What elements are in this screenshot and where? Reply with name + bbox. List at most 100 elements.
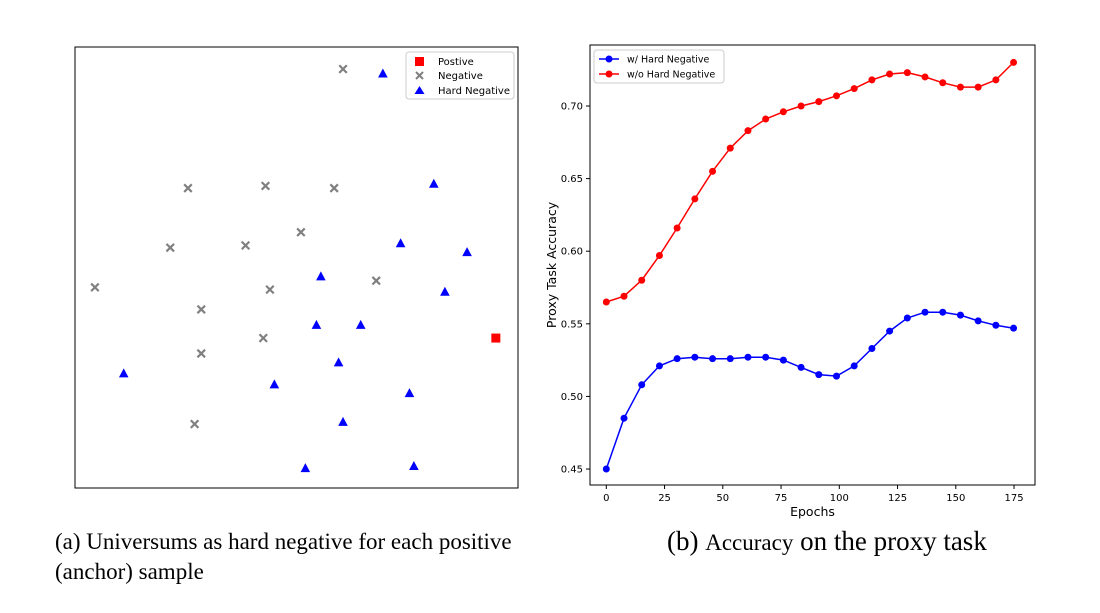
- series-point-1: [992, 76, 1000, 84]
- legend-marker-red: [605, 70, 613, 78]
- negative-marker: [296, 227, 306, 237]
- scatter-legend-label: Negative: [438, 71, 483, 82]
- negative-marker: [329, 183, 339, 193]
- series-point-1: [691, 195, 699, 203]
- series-point-1: [762, 115, 770, 123]
- y-tick-label: 0.70: [561, 101, 583, 112]
- hard-negative-marker: [300, 463, 311, 473]
- y-tick-label: 0.55: [561, 319, 583, 330]
- hard-negative-marker: [404, 388, 415, 398]
- negative-marker: [90, 282, 100, 292]
- series-point-0: [726, 355, 734, 363]
- x-tick-label: 175: [1004, 493, 1023, 504]
- hard-negative-marker: [429, 178, 439, 188]
- x-tick-label: 125: [888, 493, 907, 504]
- hard-negative-marker: [316, 271, 326, 281]
- scatter-legend: Postive Negative Hard Negative: [405, 51, 515, 100]
- series-point-0: [921, 308, 929, 316]
- series-point-1: [832, 92, 840, 100]
- scatter-legend-box: [405, 51, 515, 100]
- negative-marker: [190, 419, 200, 429]
- series-point-0: [779, 356, 787, 364]
- series-point-1: [815, 98, 823, 106]
- series-point-1: [709, 167, 717, 175]
- series-point-0: [638, 381, 646, 389]
- series-point-1: [726, 144, 734, 152]
- series-point-0: [850, 362, 858, 370]
- series-point-0: [673, 355, 681, 363]
- hard-negative-marker: [409, 460, 419, 470]
- series-point-1: [903, 69, 911, 77]
- series-point-1: [744, 127, 752, 135]
- series-point-1: [779, 108, 787, 116]
- series-point-0: [602, 465, 610, 473]
- series-point-1: [1010, 58, 1018, 66]
- caption-b-suffix: on the proxy task: [793, 526, 987, 556]
- series-point-0: [956, 311, 964, 319]
- series-point-1: [638, 276, 646, 284]
- series-point-0: [939, 308, 947, 316]
- hard-negative-marker: [462, 247, 472, 257]
- series-point-0: [744, 353, 752, 361]
- series-point-0: [620, 414, 628, 422]
- series-point-1: [620, 292, 628, 300]
- legend-marker-blue: [605, 55, 613, 63]
- series-point-1: [602, 298, 610, 306]
- series-point-0: [655, 362, 663, 370]
- series-point-0: [691, 353, 699, 361]
- x-tick-label: 100: [830, 493, 849, 504]
- series-point-0: [1010, 324, 1018, 332]
- hard-negative-marker: [311, 319, 322, 329]
- series-point-1: [797, 102, 805, 110]
- hard-negative-marker: [355, 319, 366, 329]
- series-point-0: [903, 314, 911, 322]
- legend-triangle-marker: [414, 86, 425, 94]
- series-point-1: [868, 76, 876, 84]
- line-legend-box: [593, 49, 725, 84]
- negative-marker: [260, 181, 271, 191]
- hard-negative-marker: [118, 368, 129, 378]
- series-line-0: [605, 311, 1014, 470]
- legend-square-marker: [415, 57, 424, 66]
- series-point-0: [762, 353, 770, 361]
- series-line-1: [606, 61, 1015, 303]
- series-point-0: [974, 317, 982, 325]
- positive-marker: [491, 333, 501, 343]
- negative-marker: [196, 304, 206, 314]
- series-point-0: [709, 355, 717, 363]
- caption-b: (b) Accuracy on the proxy task: [667, 526, 987, 558]
- hard-negative-marker: [440, 286, 450, 296]
- y-tick-label: 0.60: [561, 247, 583, 258]
- hard-negative-marker: [395, 238, 406, 248]
- negative-marker: [196, 348, 206, 359]
- y-tick-label: 0.45: [561, 465, 583, 476]
- line-legend-label: w/ Hard Negative: [627, 55, 710, 66]
- scatter-frame: [74, 46, 519, 489]
- caption-b-word: Accuracy: [705, 530, 794, 555]
- y-tick-label: 0.65: [561, 174, 583, 185]
- y-tick-label: 0.50: [561, 392, 583, 403]
- x-tick-label: 75: [775, 493, 788, 504]
- caption-b-prefix: (b): [667, 526, 706, 556]
- series-point-1: [974, 83, 982, 91]
- hard-negative-marker: [333, 357, 344, 367]
- series-point-1: [939, 79, 947, 87]
- x-tick-label: 150: [946, 493, 965, 504]
- scatter-panel: Postive Negative Hard Negative: [74, 46, 519, 489]
- series-point-1: [956, 83, 964, 91]
- hard-negative-marker: [378, 68, 388, 78]
- line-frame: [589, 44, 1036, 486]
- negative-marker: [183, 183, 193, 193]
- caption-a-line1: (a) Universums as hard negative for each…: [55, 529, 512, 554]
- line-legend-label: w/o Hard Negative: [627, 70, 715, 81]
- line-series: [602, 58, 1018, 473]
- negative-marker: [258, 333, 268, 343]
- x-axis-label: Epochs: [790, 504, 835, 519]
- legend-x-marker: [415, 71, 424, 80]
- negative-marker: [165, 243, 175, 253]
- y-axis-label: Proxy Task Accuracy: [544, 201, 559, 328]
- scatter-legend-label: Hard Negative: [438, 86, 510, 97]
- scatter-points: [90, 64, 501, 473]
- x-tick-label: 50: [716, 493, 729, 504]
